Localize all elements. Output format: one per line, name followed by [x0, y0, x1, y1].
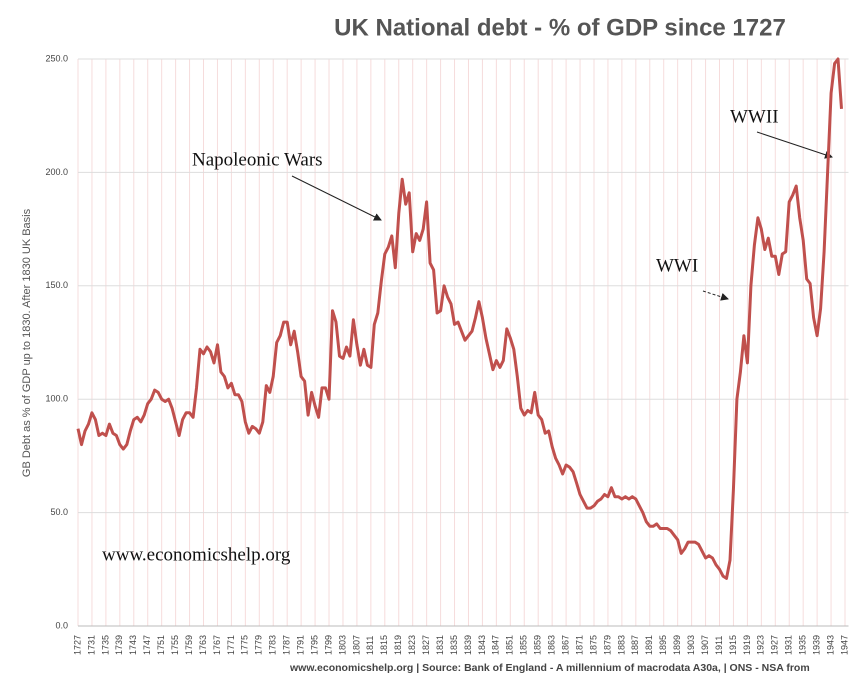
- x-tick-label: 1927: [770, 635, 780, 655]
- chart-title: UK National debt - % of GDP since 1727: [334, 14, 786, 41]
- x-tick-label: 1943: [825, 635, 835, 655]
- x-tick-label: 1739: [114, 635, 124, 655]
- x-tick-label: 1855: [519, 635, 529, 655]
- x-tick-label: 1931: [784, 635, 794, 655]
- x-tick-label: 1751: [156, 635, 166, 655]
- x-tick-label: 1731: [86, 635, 96, 655]
- annotation: Napoleonic Wars: [192, 149, 323, 170]
- x-tick-label: 1779: [254, 635, 264, 655]
- x-tick-label: 1835: [449, 635, 459, 655]
- y-axis-label: GB Debt as % of GDP up to 1830. After 18…: [21, 208, 33, 477]
- x-tick-label: 1803: [337, 635, 347, 655]
- x-tick-label: 1755: [170, 635, 180, 655]
- x-tick-label: 1815: [379, 635, 389, 655]
- x-tick-label: 1939: [811, 635, 821, 655]
- arrow: [756, 131, 833, 159]
- x-tick-label: 1863: [547, 635, 557, 655]
- x-tick-label: 1891: [644, 635, 654, 655]
- x-tick-label: 1763: [198, 635, 208, 655]
- source-note: www.economicshelp.org | Source: Bank of …: [289, 662, 810, 674]
- x-tick-label: 1911: [714, 636, 724, 655]
- x-tick-label: 1947: [839, 635, 849, 655]
- annotation: WWI: [656, 255, 698, 276]
- x-tick-label: 1903: [686, 635, 696, 655]
- y-tick-label: 0.0: [55, 620, 68, 630]
- x-tick-label: 1827: [421, 635, 431, 655]
- x-tick-label: 1783: [268, 635, 278, 655]
- x-tick-label: 1871: [574, 635, 584, 655]
- x-tick-label: 1919: [742, 635, 752, 655]
- x-tick-label: 1935: [798, 635, 808, 655]
- x-tick-label: 1735: [100, 635, 110, 655]
- x-tick-label: 1859: [533, 635, 543, 655]
- x-tick-label: 1895: [658, 635, 668, 655]
- x-tick-label: 1883: [616, 635, 626, 655]
- y-tick-label: 150.0: [45, 280, 68, 290]
- x-tick-label: 1775: [240, 635, 250, 655]
- x-tick-label: 1787: [282, 635, 292, 655]
- x-tick-label: 1819: [393, 635, 403, 655]
- data-line: [76, 57, 843, 580]
- watermark: www.economicshelp.org: [102, 544, 291, 565]
- x-tick-label: 1795: [309, 635, 319, 655]
- x-tick-label: 1823: [407, 635, 417, 655]
- x-tick-label: 1767: [212, 635, 222, 655]
- y-tick-label: 100.0: [45, 394, 68, 404]
- y-tick-label: 250.0: [45, 53, 68, 63]
- x-tick-label: 1847: [491, 635, 501, 655]
- x-tick-label: 1831: [435, 635, 445, 655]
- x-tick-label: 1875: [588, 635, 598, 655]
- annotation: WWII: [730, 106, 779, 127]
- y-tick-label: 200.0: [45, 167, 68, 177]
- x-tick-label: 1839: [463, 635, 473, 655]
- x-tick-label: 1923: [756, 635, 766, 655]
- arrow: [702, 290, 729, 301]
- x-tick-label: 1879: [602, 635, 612, 655]
- x-tick-label: 1791: [296, 635, 306, 655]
- x-tick-label: 1907: [700, 635, 710, 655]
- x-tick-label: 1899: [672, 635, 682, 655]
- x-tick-label: 1747: [142, 635, 152, 655]
- x-tick-label: 1759: [184, 635, 194, 655]
- x-tick-label: 1743: [128, 635, 138, 655]
- arrow: [291, 175, 382, 221]
- y-tick-label: 50.0: [50, 507, 68, 517]
- x-tick-label: 1843: [477, 635, 487, 655]
- x-tick-label: 1799: [323, 635, 333, 655]
- x-tick-label: 1887: [630, 635, 640, 655]
- x-tick-label: 1727: [72, 635, 82, 655]
- x-tick-label: 1851: [505, 635, 515, 655]
- x-tick-label: 1771: [226, 635, 236, 655]
- x-tick-label: 1811: [365, 636, 375, 655]
- x-tick-label: 1867: [560, 635, 570, 655]
- x-tick-label: 1807: [351, 635, 361, 655]
- x-tick-label: 1915: [728, 635, 738, 655]
